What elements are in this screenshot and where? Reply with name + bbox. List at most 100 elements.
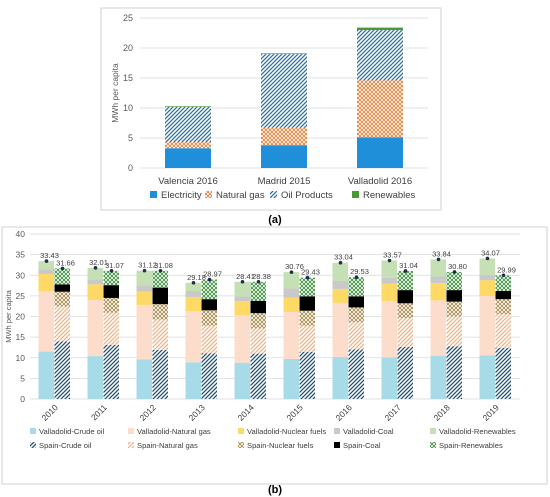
bar-spain-coal-2012 [152,287,168,305]
legend-swatch-valladolid-nuclear-fuels [238,428,244,434]
bar-spain-coal-2017 [397,290,413,304]
bar-oil-products-madrid-2015 [261,54,307,128]
bar-valladolid-nuclear-fuels-2013 [185,297,201,312]
y-tick-label-b: 35 [16,250,26,260]
bar-spain-natural-gas-2011 [103,312,119,345]
legend-label-valladolid-nuclear-fuels: Valladolid-Nuclear fuels [247,427,326,436]
legend-swatch-valladolid-natural-gas [128,428,134,434]
total-label-valladolid: 33.04 [334,253,353,262]
total-marker-spain [60,266,65,271]
bar-oil-products-valencia-2016 [165,106,211,143]
y-tick-label-b: 30 [16,270,26,280]
bar-spain-coal-2019 [495,290,511,300]
legend-swatch-valladolid-renewables [430,428,436,434]
bar-valladolid-coal-2016 [332,281,348,289]
total-label-valladolid: 32.01 [89,258,108,267]
y-tick-label-b: 5 [20,373,25,383]
total-marker-spain [109,269,114,273]
bar-valladolid-nuclear-fuels-2014 [234,301,250,316]
bar-valladolid-renewables-2011 [87,267,103,280]
bar-spain-natural-gas-2010 [54,306,70,342]
bar-spain-renewables-2015 [299,277,315,297]
total-marker-spain [452,270,457,274]
y-axis-label-a: MWh per capita [110,63,120,123]
bar-spain-crude-oil-2012 [152,349,168,399]
total-marker-spain [256,280,261,284]
y-tick-label-b: 10 [16,353,26,363]
bar-spain-natural-gas-2019 [495,314,511,348]
bar-spain-renewables-2013 [201,279,217,300]
bar-valladolid-natural-gas-2017 [381,301,397,358]
bar-valladolid-coal-2011 [87,279,103,285]
bar-spain-crude-oil-2014 [250,353,266,399]
bar-spain-nuclear-fuels-2017 [397,303,413,319]
y-tick-label-a: 5 [128,133,133,143]
legend-label-spain-crude-oil: Spain-Crude oil [39,441,92,450]
legend-label-spain-nuclear-fuels: Spain-Nuclear fuels [247,441,313,450]
total-marker-valladolid [240,280,245,284]
bar-valladolid-coal-2013 [185,290,201,298]
legend-label-spain-renewables: Spain-Renewables [439,441,503,450]
total-label-valladolid: 30.76 [285,262,304,271]
bar-spain-crude-oil-2017 [397,347,413,399]
bar-electricity-valladolid-2016 [357,137,403,168]
bar-spain-renewables-2019 [495,275,511,291]
total-label-spain: 28.38 [252,272,271,281]
bar-valladolid-renewables-2010 [38,261,54,270]
caption-a: (a) [268,214,282,226]
bar-renewables-valencia-2016 [165,106,211,107]
legend-swatch-valladolid-crude-oil [30,428,36,434]
total-marker-valladolid [44,259,49,263]
bar-spain-crude-oil-2010 [54,341,70,399]
bar-valladolid-crude-oil-2016 [332,356,348,399]
y-tick-label-a: 0 [128,163,133,173]
total-marker-valladolid [387,258,392,263]
total-marker-valladolid [485,256,490,261]
total-label-spain: 30.80 [448,262,467,271]
bar-valladolid-renewables-2018 [430,259,446,277]
bar-valladolid-coal-2014 [234,296,250,302]
bar-spain-natural-gas-2018 [446,316,462,347]
caption-b: (b) [267,484,283,496]
legend-label-spain-natural-gas: Spain-Natural gas [137,441,198,450]
bar-valladolid-coal-2012 [136,285,152,292]
bar-spain-natural-gas-2012 [152,319,168,350]
bar-spain-coal-2015 [299,296,315,311]
bar-spain-coal-2011 [103,285,119,298]
y-tick-label-b: 20 [16,312,26,322]
bar-spain-crude-oil-2011 [103,344,119,399]
bar-electricity-madrid-2015 [261,145,307,168]
bar-spain-nuclear-fuels-2013 [201,310,217,326]
legend-swatch-oil-products [270,191,277,198]
legend-label-spain-coal: Spain-Coal [343,441,381,450]
bar-valladolid-nuclear-fuels-2011 [87,284,103,300]
bar-spain-renewables-2018 [446,271,462,291]
total-marker-valladolid [436,257,441,262]
bar-valladolid-natural-gas-2012 [136,304,152,360]
legend-swatch-renewables [352,191,359,198]
bar-natural-gas-valladolid-2016 [357,80,403,138]
legend-label-oil-products: Oil Products [281,190,333,201]
total-label-valladolid: 34.07 [481,248,500,257]
y-tick-label-b: 0 [20,394,25,404]
bar-spain-renewables-2011 [103,270,119,286]
y-tick-label-b: 40 [16,229,26,239]
legend-label-valladolid-renewables: Valladolid-Renewables [439,427,516,436]
total-label-spain: 31.07 [105,261,124,270]
bar-renewables-valladolid-2016 [357,27,403,30]
total-marker-spain [158,268,163,273]
bar-valladolid-crude-oil-2011 [87,356,103,399]
y-tick-label-a: 15 [123,73,133,83]
y-tick-label-b: 25 [16,291,26,301]
legend-swatch-spain-natural-gas [128,442,134,448]
legend-label-valladolid-coal: Valladolid-Coal [343,427,394,436]
bar-valladolid-natural-gas-2019 [479,295,495,356]
total-label-spain: 31.04 [399,261,418,270]
bar-spain-crude-oil-2016 [348,349,364,399]
bar-spain-renewables-2014 [250,281,266,301]
x-tick-label-a: Valladolid 2016 [348,176,412,187]
legend-label-electricity: Electricity [161,190,202,201]
bar-valladolid-natural-gas-2010 [38,291,54,352]
total-marker-spain [305,275,310,280]
